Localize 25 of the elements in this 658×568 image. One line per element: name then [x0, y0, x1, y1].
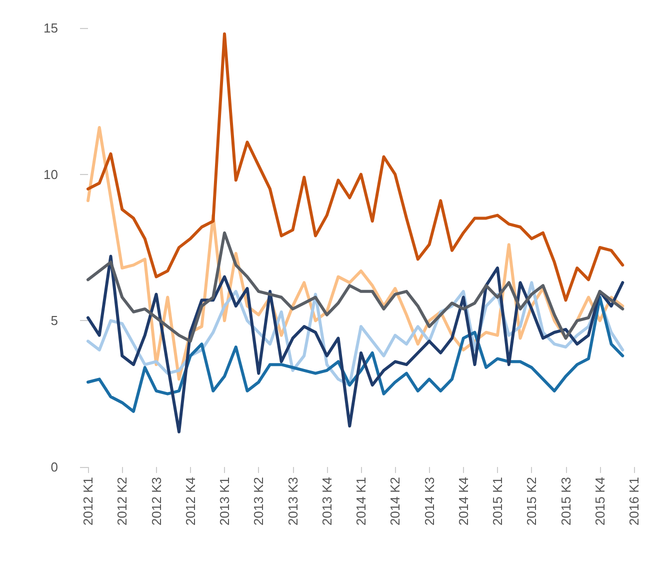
x-tick-label: 2015 K1: [490, 477, 505, 526]
x-tick-label: 2013 K1: [217, 477, 232, 526]
y-tick-label: 10: [44, 166, 58, 182]
x-tick-label: 2013 K4: [319, 477, 334, 526]
x-tick-label: 2015 K3: [558, 477, 574, 526]
x-tick-label: 2012 K2: [114, 477, 130, 526]
x-tick-label: 2012 K4: [182, 477, 198, 526]
x-tick-label: 2014 K4: [456, 477, 471, 526]
x-tick-label: 2015 K2: [524, 477, 540, 526]
x-tick-label: 2013 K2: [251, 477, 266, 526]
y-tick-label: 5: [50, 313, 58, 328]
x-tick-label: 2014 K3: [422, 477, 437, 526]
line-series: [86, 231, 624, 343]
x-tick-label: 2016 K1: [626, 477, 642, 526]
x-tick-label: 2015 K4: [592, 477, 608, 526]
x-tick-label: 2013 K3: [285, 477, 300, 526]
y-tick-label: 0: [50, 460, 58, 474]
x-tick-label: 2014 K1: [354, 477, 368, 526]
line-series: [86, 254, 624, 434]
line-series: [86, 296, 624, 413]
x-tick-label: 2012 K3: [148, 477, 164, 526]
x-tick-label: 2014 K2: [388, 477, 403, 526]
y-tick-label: 15: [44, 20, 58, 36]
x-tick-label: 2012 K1: [80, 477, 96, 526]
line-series: [86, 32, 624, 302]
